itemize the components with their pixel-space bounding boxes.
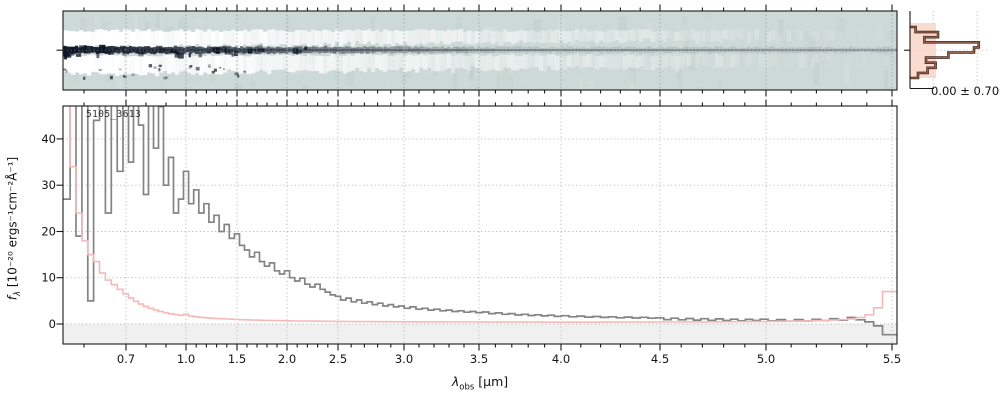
residual-histogram-panel (909, 11, 990, 90)
y-tick-label: 40 (41, 132, 56, 146)
y-tick-labels: 0 10 20 30 40 (41, 132, 56, 331)
y-axis-subscript: λ (12, 290, 23, 296)
flux-panel (63, 106, 897, 345)
x-tick-label: 3.0 (395, 352, 413, 366)
main-gridlines (63, 106, 897, 344)
uncertainty-line (69, 106, 897, 323)
x-tick-label: 2.5 (329, 352, 347, 366)
negative-flux-band (63, 324, 897, 345)
y-axis-units: [10⁻²⁰ ergs⁻¹cm⁻²Å⁻¹] (5, 156, 20, 291)
x-axis-units: [μm] (474, 374, 509, 389)
object-id-label: 5105_3613 (86, 109, 142, 120)
x-tick-label: 1.5 (228, 352, 246, 366)
x-tick-label: 3.5 (470, 352, 488, 366)
spectrum-2d-frame (62, 10, 898, 91)
x-tick-label: 2.0 (278, 352, 296, 366)
x-tick-label: 0.7 (117, 352, 135, 366)
x-axis-symbol: λ (451, 374, 460, 389)
spectrum-2d-image (63, 11, 897, 90)
x-tick-label: 1.0 (177, 352, 195, 366)
x-tick-label: 4.5 (651, 352, 669, 366)
y-axis-symbol: f (5, 295, 20, 301)
x-tick-label: 5.0 (757, 352, 775, 366)
x-tick-label: 5.5 (883, 352, 901, 366)
y-tick-label: 20 (41, 225, 56, 239)
x-tick-labels: 0.7 1.0 1.5 2.0 2.5 3.0 3.5 4.0 4.5 5.0 5.5 (117, 352, 901, 366)
y-tick-label: 10 (41, 271, 56, 285)
flux-panel-frame (62, 105, 898, 345)
flux-spectrum-line (63, 106, 897, 336)
y-tick-label: 30 (41, 178, 56, 192)
histogram-outline-inner (910, 26, 980, 79)
x-axis-subscript: obs (459, 382, 475, 393)
y-tick-label: 0 (49, 317, 56, 331)
x-axis-label: λobs [μm] (400, 374, 560, 393)
x-tick-label: 4.0 (552, 352, 570, 366)
sigma-annotation: 0.00 ± 0.70 (931, 84, 1000, 98)
y-axis-label: fλ [10⁻²⁰ ergs⁻¹cm⁻²Å⁻¹] (6, 79, 23, 379)
axis-ticks (56, 4, 910, 351)
